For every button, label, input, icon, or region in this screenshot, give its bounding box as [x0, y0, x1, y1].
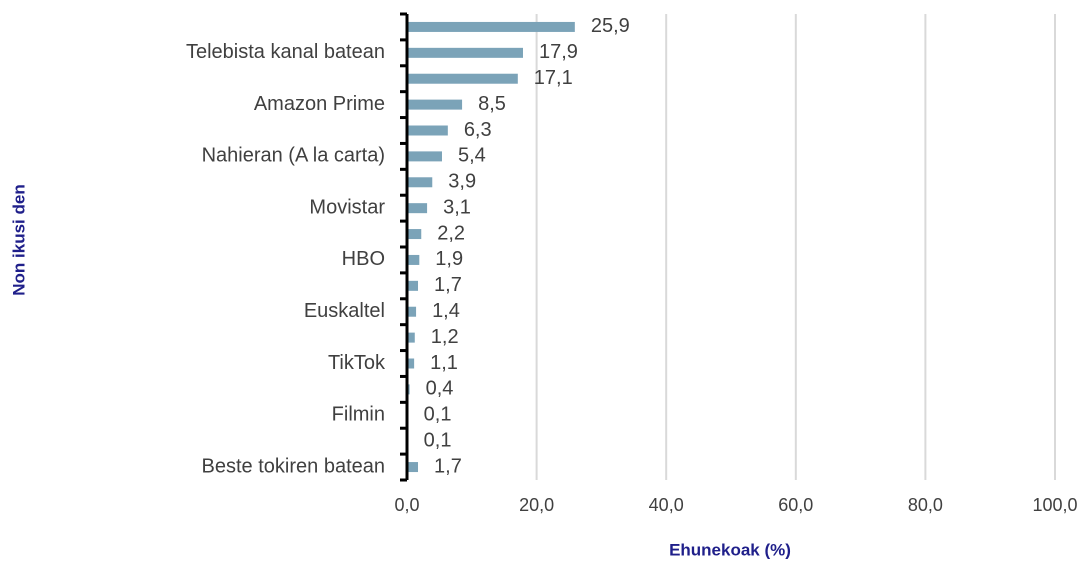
bar	[407, 21, 575, 32]
bar	[407, 358, 415, 369]
bar	[407, 332, 415, 343]
y-tick-label: Movistar	[309, 196, 385, 218]
value-label: 3,9	[448, 171, 476, 193]
value-label: 2,2	[437, 222, 465, 244]
bar	[407, 254, 420, 265]
bar	[407, 462, 419, 473]
value-label: 17,9	[539, 41, 578, 63]
y-tick-label: Telebista kanal batean	[186, 41, 385, 63]
value-label: 1,7	[434, 455, 462, 477]
bar	[407, 177, 433, 188]
value-label: 1,4	[432, 300, 460, 322]
bar	[407, 47, 523, 58]
bar	[407, 99, 463, 110]
bar	[407, 151, 442, 162]
x-tick-label: 0,0	[394, 495, 419, 515]
value-label: 17,1	[534, 67, 573, 89]
value-label: 0,1	[424, 429, 452, 451]
y-tick-label: Filmin	[332, 404, 385, 426]
value-label: 25,9	[591, 15, 630, 37]
bar	[407, 73, 518, 84]
value-label: 8,5	[478, 93, 506, 115]
bar	[407, 203, 428, 214]
x-tick-label: 100,0	[1032, 495, 1077, 515]
bar	[407, 125, 448, 136]
x-tick-label: 40,0	[649, 495, 684, 515]
y-tick-label: Amazon Prime	[254, 93, 385, 115]
bar	[407, 280, 419, 291]
value-label: 1,9	[435, 248, 463, 270]
y-tick-label: Beste tokiren batean	[202, 455, 385, 477]
bar	[407, 306, 417, 317]
x-tick-label: 20,0	[519, 495, 554, 515]
value-label: 6,3	[464, 119, 492, 141]
y-tick-label: Nahieran (A la carta)	[202, 145, 385, 167]
y-axis-title: Non ikusi den	[9, 184, 28, 295]
value-label: 1,1	[430, 352, 458, 374]
x-tick-label: 60,0	[778, 495, 813, 515]
y-tick-label: Euskaltel	[304, 300, 385, 322]
value-label: 0,4	[426, 378, 454, 400]
value-label: 0,1	[424, 404, 452, 426]
x-axis-title: Ehunekoak (%)	[669, 540, 791, 559]
value-label: 3,1	[443, 196, 471, 218]
bar	[407, 229, 422, 240]
value-label: 1,2	[431, 326, 459, 348]
y-tick-label: TikTok	[328, 352, 386, 374]
y-tick-label: HBO	[342, 248, 385, 270]
value-label: 1,7	[434, 274, 462, 296]
value-label: 5,4	[458, 145, 486, 167]
x-tick-label: 80,0	[908, 495, 943, 515]
